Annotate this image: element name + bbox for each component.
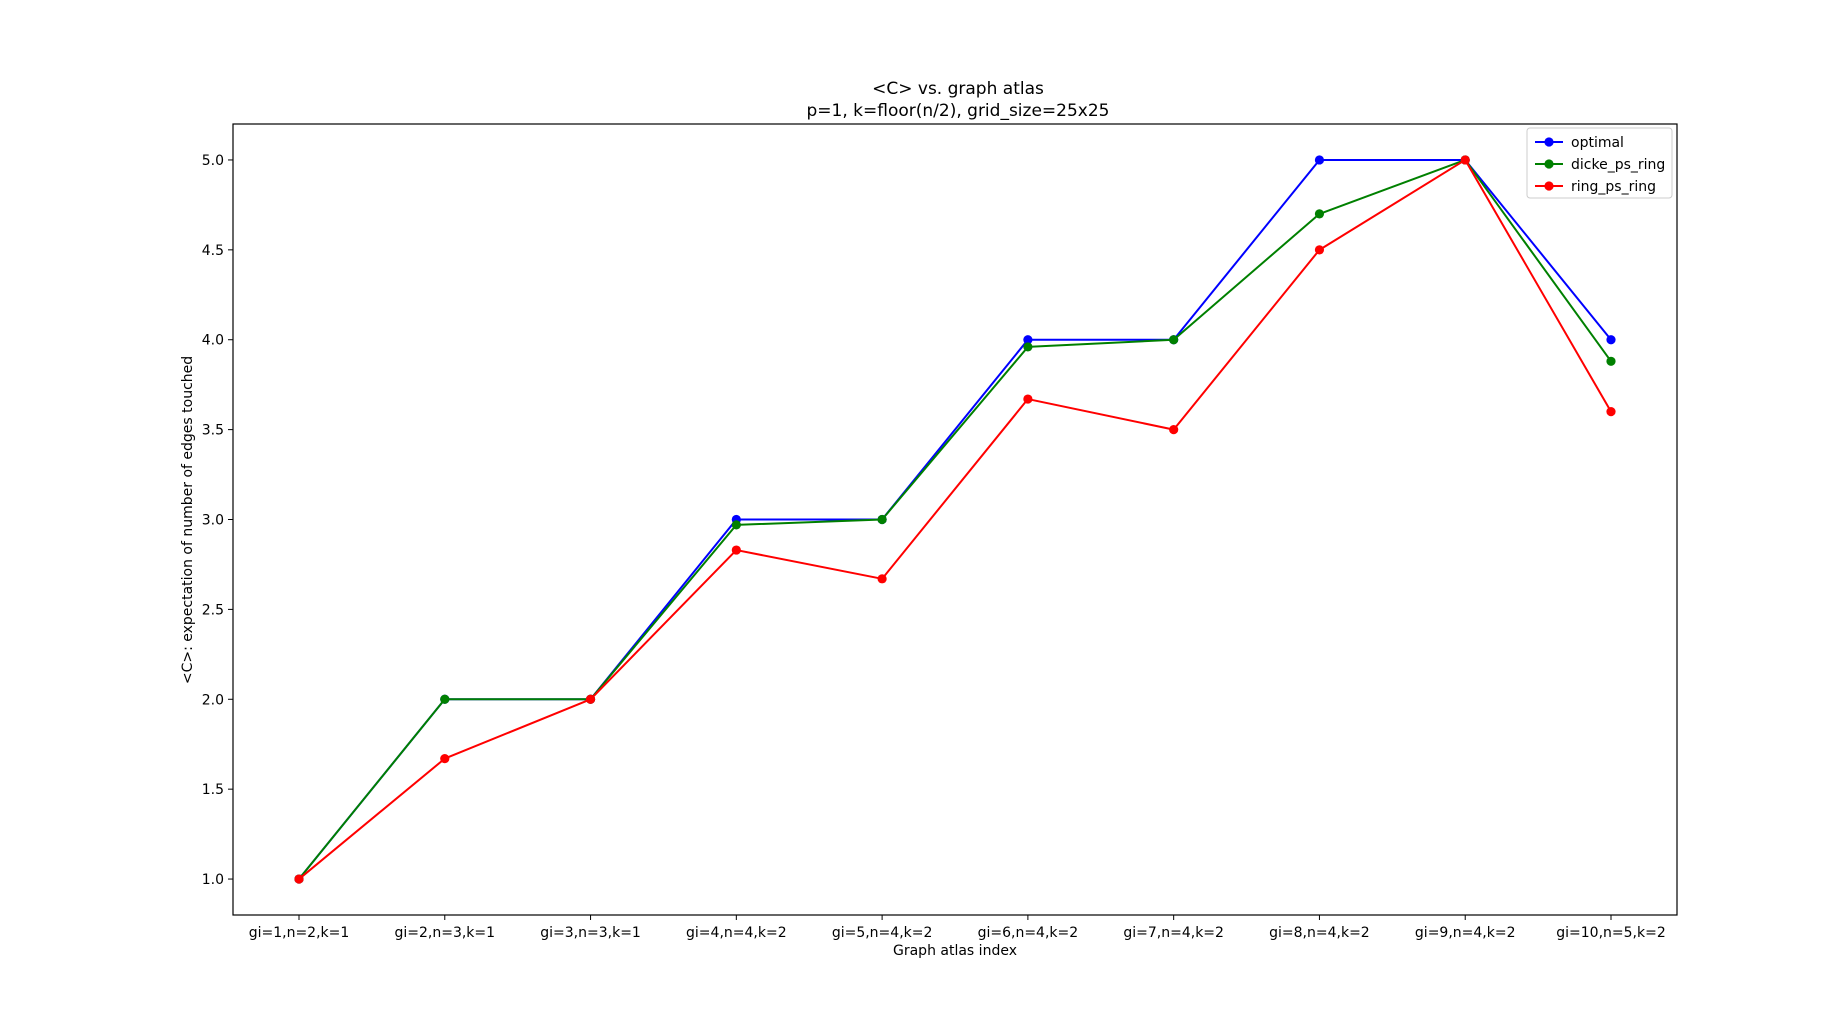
y-tick-label: 4.0: [202, 333, 224, 349]
y-tick-label: 2.5: [202, 602, 224, 618]
x-tick-label: gi=3,n=3,k=1: [540, 925, 641, 941]
y-tick-label: 5.0: [202, 153, 224, 169]
data-point-optimal: [1023, 335, 1033, 345]
series-line-dicke_ps_ring: [298, 158, 1612, 880]
x-tick-label: gi=10,n=5,k=2: [1556, 925, 1665, 941]
data-point-ring_ps_ring: [585, 694, 596, 704]
data-point-ring_ps_ring: [1460, 155, 1470, 165]
data-point-dicke_ps_ring: [877, 514, 887, 525]
data-point-ring_ps_ring: [731, 545, 741, 555]
legend-label: optimal: [1571, 135, 1624, 151]
data-point-ring_ps_ring: [440, 753, 450, 764]
y-tick-label: 2.0: [202, 692, 224, 708]
x-tick-label: gi=2,n=3,k=1: [394, 925, 495, 941]
y-tick-label: 1.5: [202, 782, 224, 798]
x-tick-label: gi=4,n=4,k=2: [686, 925, 787, 941]
data-point-dicke_ps_ring: [731, 520, 741, 530]
data-point-dicke_ps_ring: [440, 694, 450, 704]
data-point-dicke_ps_ring: [1314, 209, 1325, 219]
data-point-dicke_ps_ring: [1023, 342, 1033, 352]
y-axis: 1.0 1.5 2.0 2.5 3.0 3.5 4.0 4.5 5.0: [202, 153, 233, 888]
data-point-ring_ps_ring: [1314, 245, 1325, 255]
x-tick-label: gi=7,n=4,k=2: [1123, 925, 1224, 941]
legend-marker: [1544, 137, 1554, 147]
data-point-ring_ps_ring: [1606, 407, 1616, 417]
y-tick-label: 4.5: [202, 243, 224, 259]
y-tick-label: 3.0: [202, 513, 224, 529]
data-point-ring_ps_ring: [1169, 425, 1179, 435]
x-tick-label: gi=8,n=4,k=2: [1269, 925, 1370, 941]
data-point-dicke_ps_ring: [1606, 356, 1616, 366]
x-tick-label: gi=6,n=4,k=2: [978, 925, 1079, 941]
data-point-optimal: [1606, 335, 1616, 345]
legend-box: [1526, 127, 1673, 199]
chart-title: <C> vs. graph atlas: [872, 79, 1044, 99]
legend-marker: [1544, 181, 1554, 191]
x-axis: gi=1,n=2,k=1 gi=2,n=3,k=1 gi=3,n=3,k=1 gi=4…: [249, 915, 1666, 941]
series-line-ring_ps_ring: [298, 158, 1612, 880]
data-point-optimal: [1314, 155, 1325, 165]
plot-area: [294, 155, 1616, 884]
legend-marker: [1544, 159, 1554, 169]
legend-label: dicke_ps_ring: [1571, 157, 1665, 173]
y-tick-label: 1.0: [202, 872, 224, 888]
y-tick-label: 3.5: [202, 423, 224, 439]
chart-subtitle: p=1, k=floor(n/2), grid_size=25x25: [807, 101, 1110, 121]
y-axis-label: <C>: expectation of number of edges touc…: [180, 356, 196, 684]
x-tick-label: gi=9,n=4,k=2: [1415, 925, 1516, 941]
x-tick-label: gi=5,n=4,k=2: [832, 925, 933, 941]
legend-label: ring_ps_ring: [1571, 179, 1656, 195]
data-point-ring_ps_ring: [1023, 394, 1033, 404]
data-point-ring_ps_ring: [877, 574, 887, 584]
x-tick-label: gi=1,n=2,k=1: [249, 925, 350, 941]
data-point-dicke_ps_ring: [1169, 335, 1179, 345]
data-point-ring_ps_ring: [294, 874, 304, 884]
legend: optimal dicke_ps_ring ring_ps_ring: [1526, 127, 1673, 199]
x-axis-label: Graph atlas index: [893, 943, 1017, 959]
